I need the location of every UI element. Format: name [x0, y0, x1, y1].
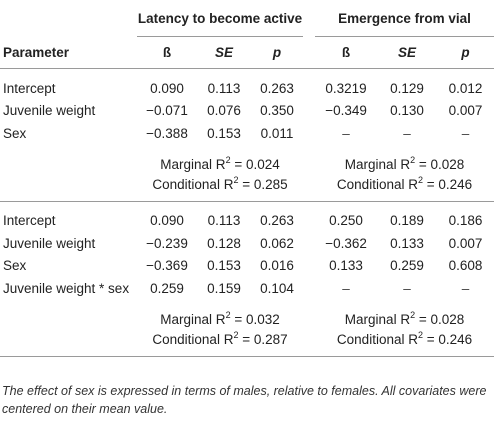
- column-header-se-2: SE: [398, 45, 417, 60]
- cell-se-1: 0.159: [207, 280, 241, 296]
- row-label: Juvenile weight * sex: [3, 280, 130, 296]
- cell-beta-2: 0.133: [329, 258, 363, 274]
- conditional-r2-1: Conditional R2 = 0.287: [152, 330, 288, 348]
- cell-se-1: 0.076: [207, 103, 241, 119]
- cell-beta-1: 0.090: [150, 80, 184, 96]
- cell-beta-2: –: [342, 125, 350, 141]
- cell-p-2: 0.007: [448, 235, 483, 251]
- column-header-row: Parameter ß SE p ß SE p: [0, 37, 494, 69]
- row-label: Juvenile weight: [3, 103, 96, 119]
- cell-p-2: –: [461, 280, 470, 296]
- cell-p-2: 0.186: [448, 213, 483, 229]
- table-row: Juvenile weight −0.239 0.128 0.062 −0.36…: [0, 232, 494, 255]
- column-header-se-1: SE: [214, 45, 233, 60]
- cell-beta-2: −0.349: [325, 103, 367, 119]
- cell-beta-2: 0.250: [329, 213, 363, 229]
- cell-beta-1: −0.388: [146, 125, 188, 141]
- cell-se-1: 0.113: [207, 213, 241, 229]
- cell-se-2: 0.259: [390, 258, 424, 274]
- group-header-row: Latency to become active Emergence from …: [0, 0, 494, 37]
- cell-beta-1: 0.259: [150, 280, 184, 296]
- column-header-p-1: p: [272, 45, 282, 60]
- conditional-r2-2: Conditional R2 = 0.246: [336, 330, 473, 348]
- cell-p-2: 0.007: [448, 103, 483, 119]
- cell-p-1: 0.011: [260, 125, 294, 141]
- row-label: Sex: [3, 258, 27, 274]
- marginal-r2-2: Marginal R2 = 0.028: [344, 155, 465, 173]
- cell-se-2: –: [403, 125, 411, 141]
- table-row: Juvenile weight −0.071 0.076 0.350 −0.34…: [0, 100, 494, 123]
- conditional-r2-2: Conditional R2 = 0.246: [336, 175, 473, 193]
- cell-beta-2: 0.3219: [325, 80, 367, 96]
- cell-se-1: 0.153: [207, 258, 241, 274]
- column-header-beta-2: ß: [341, 45, 351, 60]
- cell-p-1: 0.350: [260, 103, 294, 119]
- table-row: Intercept 0.090 0.113 0.263 0.250 0.189 …: [0, 201, 494, 232]
- table-row: Intercept 0.090 0.113 0.263 0.3219 0.129…: [0, 69, 494, 100]
- cell-p-2: 0.608: [448, 258, 483, 274]
- model-fit-row: Marginal R2 = 0.024 Marginal R2 = 0.028: [0, 145, 494, 175]
- cell-p-1: 0.263: [260, 213, 294, 229]
- cell-p-2: –: [461, 125, 470, 141]
- cell-beta-1: −0.239: [146, 235, 188, 251]
- table-row: Sex −0.369 0.153 0.016 0.133 0.259 0.608: [0, 255, 494, 278]
- table-footnote: The effect of sex is expressed in terms …: [2, 384, 487, 416]
- cell-se-2: –: [403, 280, 411, 296]
- cell-se-2: 0.189: [390, 213, 424, 229]
- conditional-r2-1: Conditional R2 = 0.285: [152, 175, 288, 193]
- model-fit-row: Marginal R2 = 0.032 Marginal R2 = 0.028: [0, 300, 494, 330]
- group-header-latency: Latency to become active: [137, 0, 304, 37]
- cell-se-2: 0.129: [390, 80, 424, 96]
- column-header-beta-1: ß: [162, 45, 172, 60]
- column-header-p-2: p: [461, 45, 470, 60]
- group-header-emergence: Emergence from vial: [315, 0, 494, 37]
- cell-se-1: 0.153: [207, 125, 241, 141]
- row-label: Juvenile weight: [3, 235, 96, 251]
- marginal-r2-1: Marginal R2 = 0.024: [160, 155, 280, 173]
- cell-p-1: 0.062: [260, 235, 294, 251]
- row-label: Intercept: [3, 213, 56, 229]
- table-row: Juvenile weight * sex 0.259 0.159 0.104 …: [0, 277, 494, 300]
- cell-p-1: 0.263: [260, 80, 294, 96]
- table-row: Sex −0.388 0.153 0.011 – – –: [0, 122, 494, 145]
- row-label: Sex: [3, 125, 27, 141]
- marginal-r2-2: Marginal R2 = 0.028: [344, 310, 465, 328]
- model-fit-row: Conditional R2 = 0.287 Conditional R2 = …: [0, 330, 494, 356]
- cell-beta-1: 0.090: [150, 213, 184, 229]
- cell-se-1: 0.113: [207, 80, 241, 96]
- cell-p-2: 0.012: [448, 80, 483, 96]
- cell-beta-2: –: [342, 280, 350, 296]
- cell-se-2: 0.130: [390, 103, 424, 119]
- model-fit-row: Conditional R2 = 0.285 Conditional R2 = …: [0, 175, 494, 201]
- cell-p-1: 0.016: [260, 258, 294, 274]
- cell-beta-2: −0.362: [325, 235, 367, 251]
- cell-beta-1: −0.369: [146, 258, 188, 274]
- row-label: Intercept: [3, 80, 56, 96]
- results-table: Latency to become active Emergence from …: [0, 0, 494, 356]
- column-header-parameter: Parameter: [3, 44, 70, 60]
- cell-se-2: 0.133: [390, 235, 424, 251]
- cell-se-1: 0.128: [207, 235, 241, 251]
- cell-beta-1: −0.071: [146, 103, 188, 119]
- cell-p-1: 0.104: [260, 280, 294, 296]
- marginal-r2-1: Marginal R2 = 0.032: [160, 310, 280, 328]
